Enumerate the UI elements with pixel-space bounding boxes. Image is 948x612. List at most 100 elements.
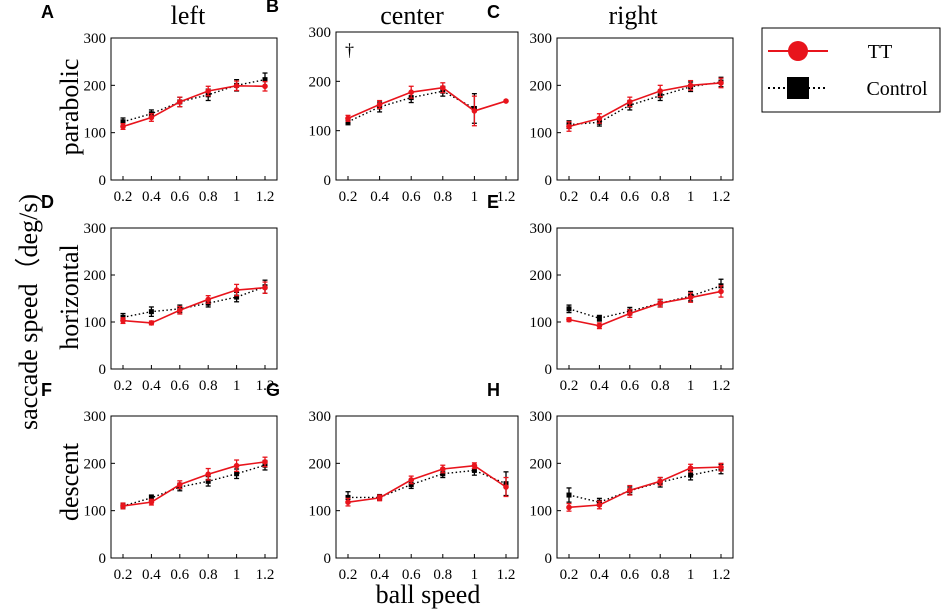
column-title-center: center (380, 1, 444, 30)
x-tick-label: 0.2 (339, 189, 358, 205)
data-point (120, 123, 126, 130)
data-point (471, 462, 478, 469)
data-point (503, 98, 509, 104)
x-tick-label: 1.2 (712, 189, 731, 205)
data-point (688, 472, 694, 478)
y-tick-label: 300 (309, 25, 332, 41)
x-tick-label: 1.2 (712, 378, 731, 394)
x-tick-label: 0.2 (114, 567, 133, 583)
y-tick-label: 100 (530, 504, 553, 520)
y-tick-label: 300 (84, 409, 107, 425)
data-point (657, 300, 663, 307)
panel-frame (110, 227, 278, 370)
data-point (177, 481, 183, 488)
y-tick-label: 0 (324, 173, 332, 189)
y-tick-label: 200 (84, 456, 107, 472)
panel-frame (556, 227, 734, 370)
y-tick-label: 200 (530, 456, 553, 472)
data-point (148, 320, 155, 326)
legend-control-marker (787, 77, 809, 99)
data-point (596, 502, 603, 508)
data-point (177, 99, 183, 105)
data-point (233, 462, 240, 469)
data-point (376, 101, 383, 108)
data-point (234, 294, 240, 300)
y-tick-label: 100 (84, 126, 107, 142)
series-line (122, 85, 266, 128)
x-tick-label: 0.8 (651, 567, 670, 583)
data-point (596, 115, 603, 122)
panel-frame (335, 31, 519, 181)
x-tick-label: 0.8 (433, 189, 452, 205)
x-tick-label: 0.8 (199, 567, 218, 583)
data-point (687, 294, 694, 301)
y-tick-label: 0 (545, 173, 553, 189)
panel-letter: G (266, 380, 280, 400)
data-point (408, 89, 415, 95)
panel-E: E 0 100 200 300 0.2 0.4 0.6 0.8 1 1.2 (487, 192, 734, 394)
y-tick-label: 100 (84, 504, 107, 520)
x-tick-label: 1.2 (256, 378, 275, 394)
x-tick-label: 0.4 (370, 189, 389, 205)
data-point (627, 99, 633, 105)
data-point (148, 309, 154, 315)
series-line (348, 469, 507, 499)
x-tick-label: 1 (233, 567, 241, 583)
series-control (120, 459, 268, 510)
data-point (234, 471, 240, 477)
y-tick-label: 200 (530, 78, 553, 94)
data-point (440, 471, 446, 477)
panel-letter: C (487, 2, 500, 22)
x-tick-label: 0.4 (142, 189, 161, 205)
panel-G: G 0 100 200 300 0.2 0.4 0.6 0.8 1 1.2 (266, 380, 519, 583)
y-tick-label: 200 (530, 268, 553, 284)
data-point (120, 119, 126, 125)
x-tick-label: 1.2 (256, 567, 275, 583)
x-tick-label: 1 (687, 378, 695, 394)
x-tick-label: 0.2 (339, 567, 358, 583)
y-tick-label: 100 (84, 315, 107, 331)
data-point (627, 310, 633, 317)
legend-tt-marker (788, 41, 808, 61)
series-line (568, 82, 722, 128)
x-tick-label: 1 (471, 567, 479, 583)
data-point (471, 467, 477, 473)
x-tick-label: 0.6 (620, 189, 639, 205)
series-line (122, 461, 266, 507)
legend-control-label: Control (866, 78, 928, 100)
data-point (262, 459, 268, 465)
y-tick-label: 0 (99, 551, 107, 567)
data-point (687, 82, 694, 89)
x-tick-label: 1 (471, 189, 479, 205)
x-tick-label: 0.8 (199, 378, 218, 394)
data-point (205, 478, 211, 484)
column-title-right: right (608, 1, 658, 30)
panel-letter: F (41, 380, 52, 400)
x-tick-label: 0.6 (402, 189, 421, 205)
y-tick-label: 200 (309, 456, 332, 472)
row-title-descent: descent (55, 442, 84, 521)
panel-D: D 0 100 200 300 0.2 0.4 0.6 0.8 1 1.2 (41, 192, 278, 394)
legend-tt-label: TT (868, 41, 892, 63)
data-point (376, 495, 383, 501)
x-tick-label: 0.8 (199, 189, 218, 205)
panel-letter: A (41, 2, 54, 22)
series-tt (566, 285, 724, 330)
data-point (408, 482, 414, 488)
column-title-left: left (171, 1, 206, 30)
panel-frame (110, 37, 278, 181)
y-axis-label: saccade speed（deg/s) (14, 194, 43, 430)
x-tick-label: 0.4 (590, 567, 609, 583)
y-tick-label: 300 (84, 221, 107, 237)
panel-frame (110, 415, 278, 559)
y-tick-label: 0 (545, 362, 553, 378)
x-tick-label: 1 (233, 189, 241, 205)
panel-annotation: † (345, 40, 354, 60)
panel-A: A 0 100 200 300 0.2 0.4 0.6 0.8 1 1.2 (41, 2, 278, 205)
series-tt (345, 82, 509, 127)
panel-letter: H (487, 380, 500, 400)
x-tick-label: 0.6 (170, 378, 189, 394)
series-tt (345, 462, 509, 507)
series-line (347, 90, 475, 123)
